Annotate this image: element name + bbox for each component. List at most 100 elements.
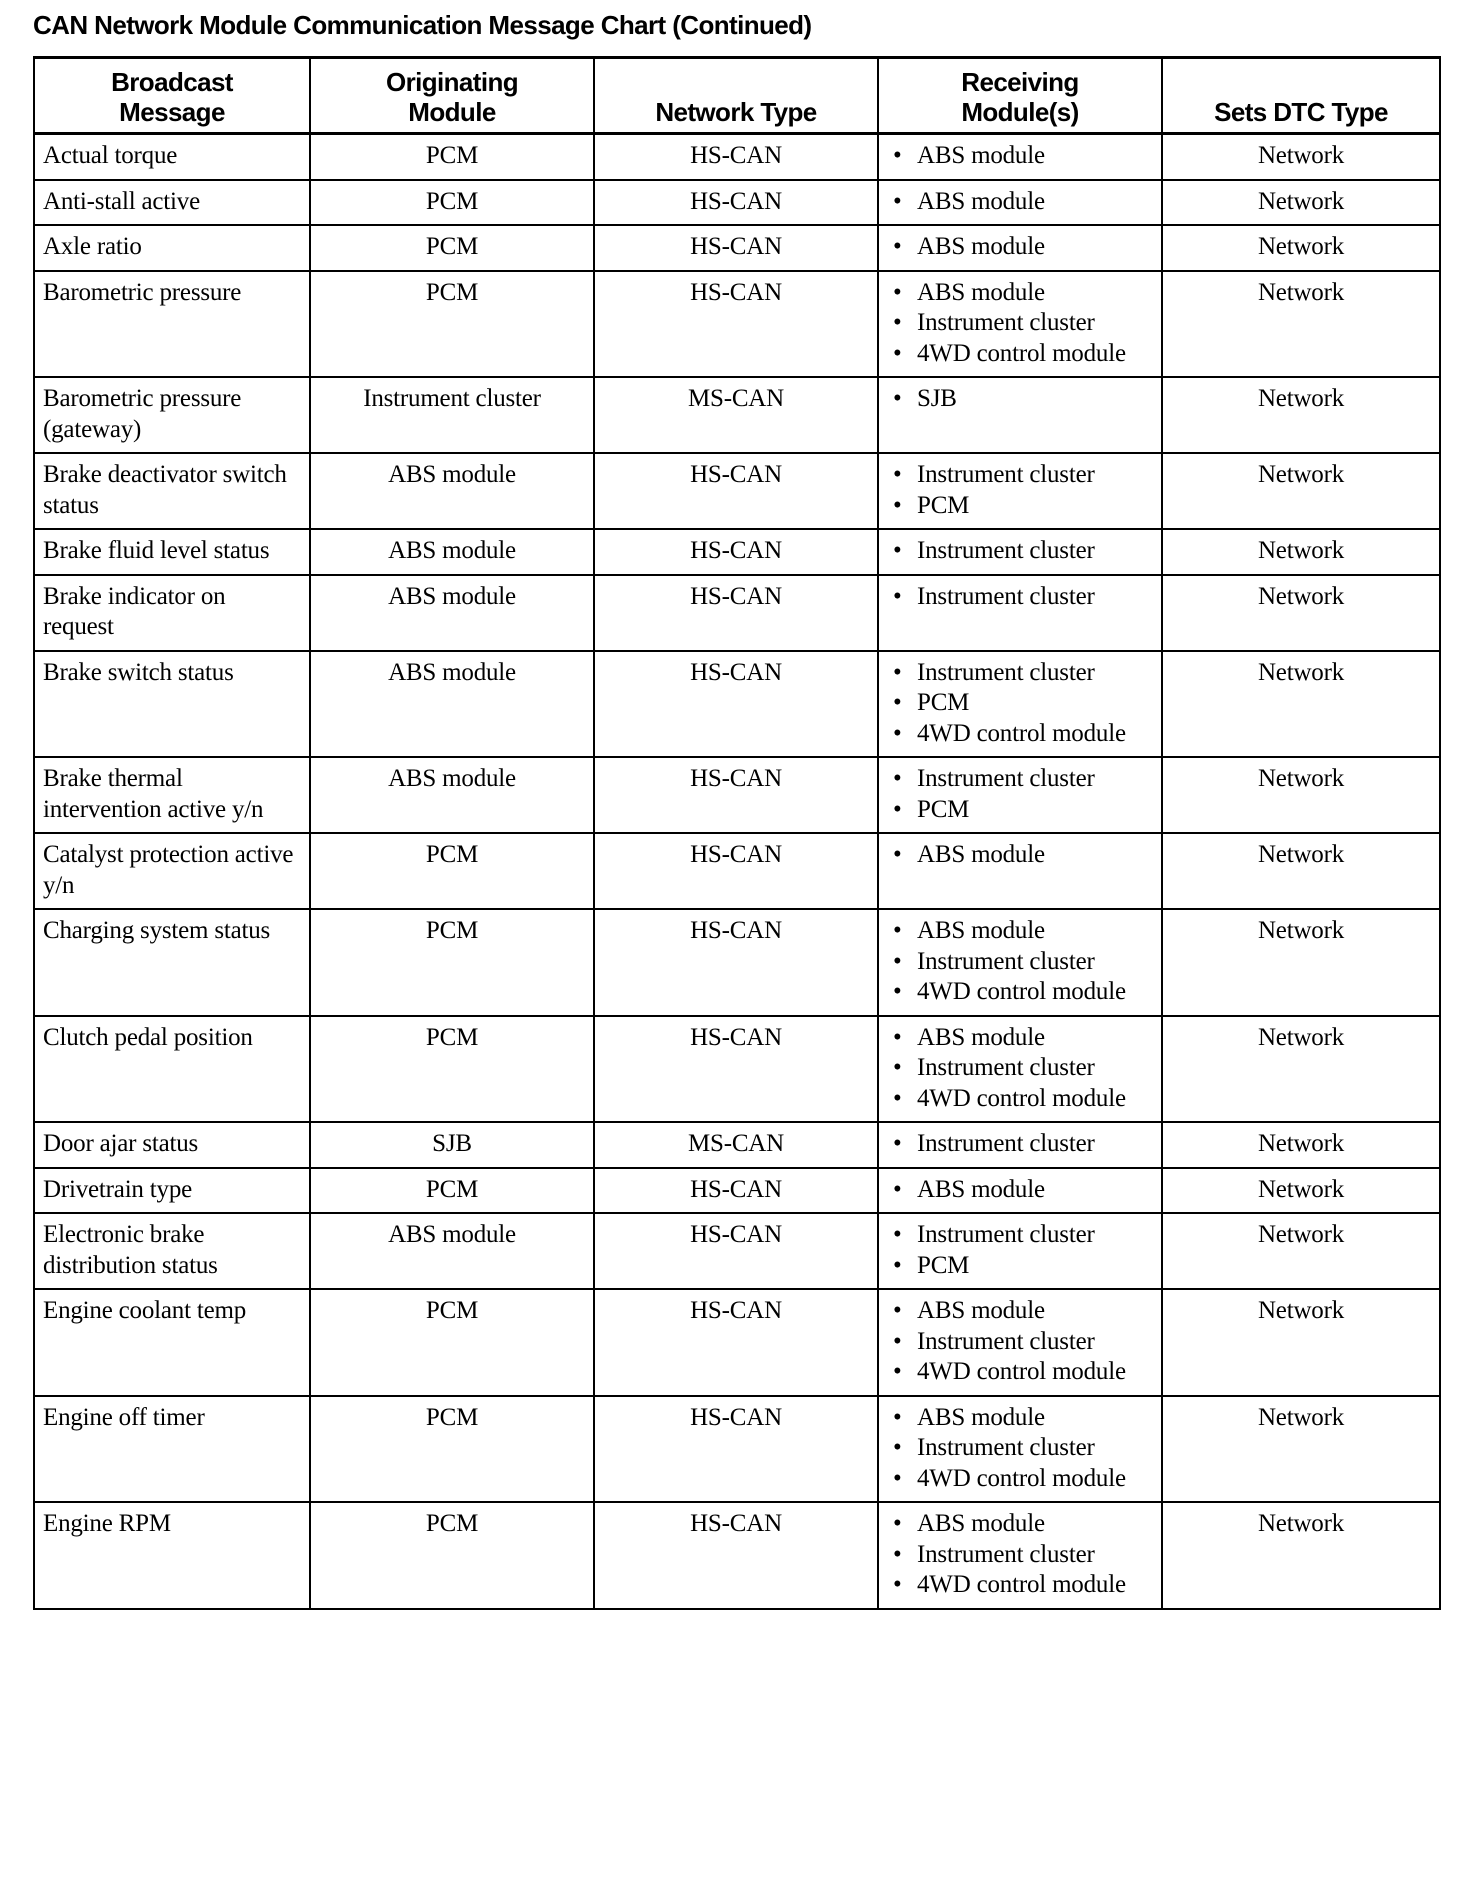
sets-dtc-type-cell: Network bbox=[1161, 269, 1441, 378]
message-chart-table: Broadcast Message Originating Module Net… bbox=[33, 56, 1441, 1610]
originating-module-cell: Instrument cluster bbox=[309, 376, 595, 454]
originating-module-cell: SJB bbox=[309, 1121, 595, 1169]
broadcast-message-cell: Actual torque bbox=[33, 132, 311, 181]
header-originating-module: Originating Module bbox=[309, 56, 595, 135]
sets-dtc-type-cell: Network bbox=[1161, 832, 1441, 910]
list-item: Instrument cluster bbox=[887, 1433, 1153, 1464]
originating-module-cell: PCM bbox=[309, 1288, 595, 1397]
receiving-modules-cell: Instrument cluster bbox=[877, 573, 1163, 652]
receiving-modules-cell: Instrument cluster bbox=[877, 1121, 1163, 1169]
receiving-modules-cell: ABS moduleInstrument cluster4WD control … bbox=[877, 269, 1163, 378]
list-item: PCM bbox=[887, 688, 1153, 719]
receiving-modules-cell: Instrument clusterPCM bbox=[877, 1212, 1163, 1290]
list-item: Instrument cluster bbox=[887, 947, 1153, 978]
receiving-modules-cell: ABS module bbox=[877, 1166, 1163, 1214]
broadcast-message-cell: Brake thermal intervention active y/n bbox=[33, 756, 311, 834]
list-item: Instrument cluster bbox=[887, 1129, 1153, 1160]
network-type-cell: HS-CAN bbox=[593, 1166, 879, 1214]
sets-dtc-type-cell: Network bbox=[1161, 132, 1441, 181]
sets-dtc-type-cell: Network bbox=[1161, 178, 1441, 226]
broadcast-message-cell: Brake deactivator switch status bbox=[33, 452, 311, 530]
broadcast-message-cell: Brake switch status bbox=[33, 649, 311, 758]
table-row: Brake fluid level status ABS module HS-CAN… bbox=[33, 528, 1441, 576]
sets-dtc-type-cell: Network bbox=[1161, 452, 1441, 530]
receiving-modules-list: ABS moduleInstrument cluster4WD control … bbox=[887, 278, 1153, 370]
list-item: Instrument cluster bbox=[887, 1327, 1153, 1358]
network-type-cell: MS-CAN bbox=[593, 376, 879, 454]
receiving-modules-list: ABS moduleInstrument cluster4WD control … bbox=[887, 1023, 1153, 1115]
broadcast-message-cell: Brake indicator on request bbox=[33, 573, 311, 652]
receiving-modules-list: Instrument clusterPCM bbox=[887, 460, 1153, 521]
sets-dtc-type-cell: Network bbox=[1161, 756, 1441, 834]
header-network-type: Network Type bbox=[593, 56, 879, 135]
table-row: Brake thermal intervention active y/n ABS… bbox=[33, 756, 1441, 834]
network-type-cell: HS-CAN bbox=[593, 528, 879, 576]
list-item: Instrument cluster bbox=[887, 308, 1153, 339]
originating-module-cell: ABS module bbox=[309, 1212, 595, 1290]
broadcast-message-cell: Brake fluid level status bbox=[33, 528, 311, 576]
sets-dtc-type-cell: Network bbox=[1161, 573, 1441, 652]
list-item: ABS module bbox=[887, 1023, 1153, 1054]
receiving-modules-cell: Instrument clusterPCM bbox=[877, 756, 1163, 834]
network-type-cell: HS-CAN bbox=[593, 573, 879, 652]
receiving-modules-list: Instrument clusterPCM bbox=[887, 1220, 1153, 1281]
sets-dtc-type-cell: Network bbox=[1161, 1212, 1441, 1290]
originating-module-cell: PCM bbox=[309, 1501, 595, 1610]
originating-module-cell: PCM bbox=[309, 132, 595, 181]
receiving-modules-cell: ABS module bbox=[877, 224, 1163, 272]
network-type-cell: HS-CAN bbox=[593, 1212, 879, 1290]
originating-module-cell: PCM bbox=[309, 178, 595, 226]
originating-module-cell: ABS module bbox=[309, 573, 595, 652]
list-item: Instrument cluster bbox=[887, 1220, 1153, 1251]
list-item: 4WD control module bbox=[887, 1464, 1153, 1495]
sets-dtc-type-cell: Network bbox=[1161, 376, 1441, 454]
sets-dtc-type-cell: Network bbox=[1161, 1014, 1441, 1123]
list-item: ABS module bbox=[887, 1403, 1153, 1434]
list-item: Instrument cluster bbox=[887, 1540, 1153, 1571]
broadcast-message-cell: Engine RPM bbox=[33, 1501, 311, 1610]
sets-dtc-type-cell: Network bbox=[1161, 908, 1441, 1017]
receiving-modules-list: ABS moduleInstrument cluster4WD control … bbox=[887, 1296, 1153, 1388]
receiving-modules-cell: ABS module bbox=[877, 832, 1163, 910]
list-item: ABS module bbox=[887, 232, 1153, 263]
table-row: Electronic brake distribution status ABS … bbox=[33, 1212, 1441, 1290]
broadcast-message-cell: Engine off timer bbox=[33, 1394, 311, 1503]
originating-module-cell: ABS module bbox=[309, 756, 595, 834]
sets-dtc-type-cell: Network bbox=[1161, 1394, 1441, 1503]
list-item: PCM bbox=[887, 795, 1153, 826]
network-type-cell: HS-CAN bbox=[593, 832, 879, 910]
receiving-modules-cell: ABS moduleInstrument cluster4WD control … bbox=[877, 908, 1163, 1017]
originating-module-cell: ABS module bbox=[309, 649, 595, 758]
list-item: ABS module bbox=[887, 1296, 1153, 1327]
broadcast-message-cell: Anti-stall active bbox=[33, 178, 311, 226]
header-row: Broadcast Message Originating Module Net… bbox=[33, 56, 1441, 135]
list-item: 4WD control module bbox=[887, 339, 1153, 370]
receiving-modules-cell: Instrument clusterPCM bbox=[877, 452, 1163, 530]
receiving-modules-list: ABS module bbox=[887, 232, 1153, 263]
sets-dtc-type-cell: Network bbox=[1161, 224, 1441, 272]
receiving-modules-cell: ABS moduleInstrument cluster4WD control … bbox=[877, 1288, 1163, 1397]
originating-module-cell: PCM bbox=[309, 224, 595, 272]
network-type-cell: HS-CAN bbox=[593, 452, 879, 530]
receiving-modules-cell: ABS moduleInstrument cluster4WD control … bbox=[877, 1394, 1163, 1503]
list-item: 4WD control module bbox=[887, 1084, 1153, 1115]
receiving-modules-list: Instrument clusterPCM4WD control module bbox=[887, 658, 1153, 750]
receiving-modules-list: ABS module bbox=[887, 187, 1153, 218]
broadcast-message-cell: Catalyst protection active y/n bbox=[33, 832, 311, 910]
list-item: Instrument cluster bbox=[887, 658, 1153, 689]
network-type-cell: HS-CAN bbox=[593, 269, 879, 378]
sets-dtc-type-cell: Network bbox=[1161, 1288, 1441, 1397]
page-title: CAN Network Module Communication Message… bbox=[33, 10, 812, 40]
list-item: SJB bbox=[887, 384, 1153, 415]
list-item: PCM bbox=[887, 491, 1153, 522]
originating-module-cell: PCM bbox=[309, 832, 595, 910]
table-row: Brake indicator on request ABS module HS-C… bbox=[33, 573, 1441, 652]
